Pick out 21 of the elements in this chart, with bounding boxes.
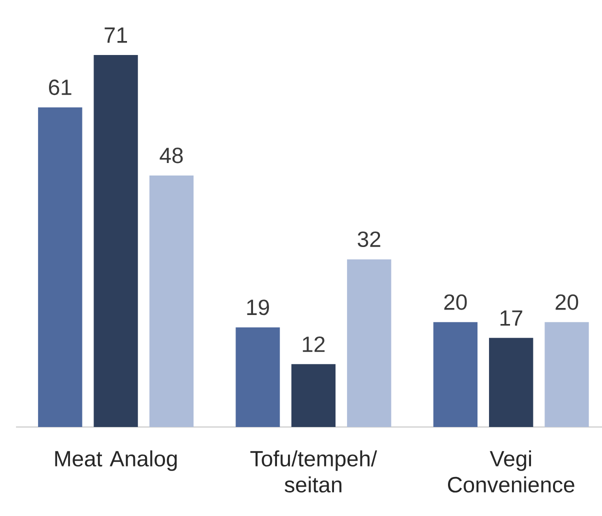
data-label: 48 (160, 148, 183, 164)
x-tick-label: Meat Analog (55, 450, 177, 471)
bar (38, 107, 82, 427)
data-label: 20 (556, 294, 578, 310)
bar (291, 364, 336, 427)
data-label: 61 (49, 80, 72, 96)
bar (236, 327, 280, 427)
bar (433, 322, 478, 427)
bar (544, 322, 589, 427)
bar (347, 259, 392, 427)
bar (94, 54, 138, 427)
data-label: 19 (247, 300, 269, 316)
data-label: 32 (358, 231, 380, 248)
data-label: 17 (500, 310, 522, 326)
bar (489, 338, 534, 427)
data-label: 20 (444, 294, 467, 310)
data-label: 12 (302, 336, 325, 352)
data-label: 71 (104, 28, 127, 43)
x-tick-label: Vegi Convenience (448, 450, 574, 493)
bar (149, 175, 194, 427)
x-tick-label: Tofu/tempeh/ seitan (250, 450, 378, 493)
